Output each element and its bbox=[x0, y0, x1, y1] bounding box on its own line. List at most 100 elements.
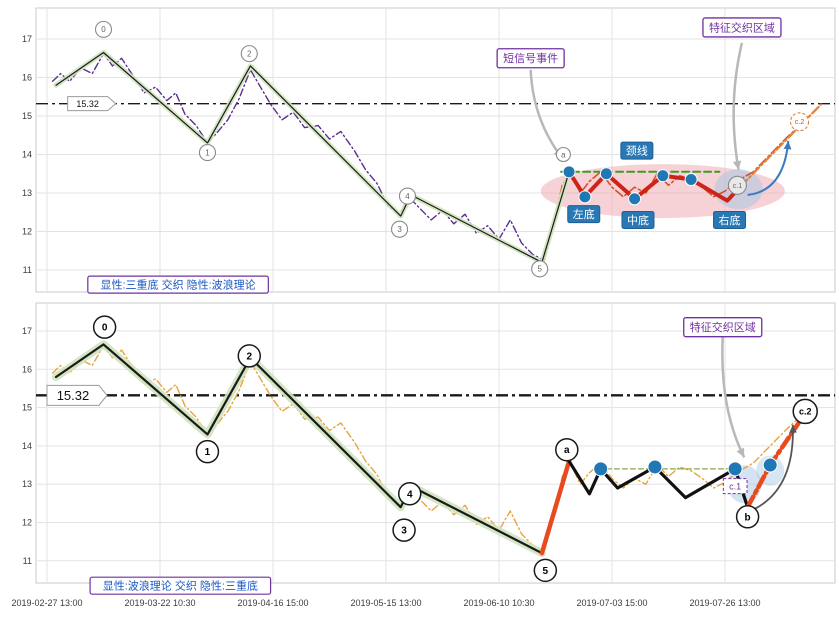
wave-label-circle bbox=[92, 315, 117, 339]
annotation-purple-box bbox=[683, 317, 763, 338]
pointer-arrow bbox=[721, 336, 746, 458]
pivot-marker bbox=[562, 165, 576, 179]
level-label-text: 15.32 bbox=[76, 99, 99, 109]
level-label-tag bbox=[46, 384, 108, 406]
wave-label-text: 4 bbox=[407, 489, 413, 500]
x-tick-label: 2019-05-15 13:00 bbox=[350, 598, 421, 608]
wave-label-circle bbox=[94, 20, 113, 38]
wave-label-text: b bbox=[745, 512, 751, 523]
annotation-blue-box bbox=[713, 210, 747, 229]
y-tick-label: 14 bbox=[22, 150, 32, 160]
pointer-arrow bbox=[529, 69, 564, 160]
pivot-marker bbox=[727, 461, 743, 477]
wave-label-circle bbox=[398, 187, 417, 205]
caption-box bbox=[89, 576, 272, 595]
annotation-blue-text: 左底 bbox=[573, 207, 595, 221]
wave-label-circle bbox=[237, 344, 262, 368]
x-tick-label: 2019-07-03 15:00 bbox=[576, 598, 647, 608]
caption-text: 显性:三重底 交织 隐性:波浪理论 bbox=[100, 277, 255, 291]
wave-label-text: a bbox=[564, 445, 570, 456]
x-tick-label: 2019-03-22 10:30 bbox=[124, 598, 195, 608]
wave-label-box bbox=[722, 478, 748, 495]
wave-label-circle bbox=[735, 505, 760, 529]
annotation-purple-box bbox=[496, 48, 565, 69]
plot-area bbox=[35, 7, 836, 293]
wave-label-circle bbox=[240, 45, 258, 63]
pointer-arrow-head bbox=[736, 447, 745, 458]
wave-label-circle bbox=[727, 175, 747, 195]
wave-label-circle bbox=[397, 482, 422, 506]
pivot-marker bbox=[628, 192, 642, 206]
wave-label-circle bbox=[790, 112, 810, 132]
wave-label-text: 1 bbox=[205, 148, 210, 157]
series-impulse-a bbox=[539, 458, 572, 556]
wave-label-circle bbox=[392, 518, 416, 542]
y-tick-label: 15 bbox=[22, 403, 32, 413]
annotation-purple-text: 特征交织区域 bbox=[690, 320, 756, 334]
annotation-blue-box bbox=[621, 210, 655, 229]
annotation-blue-text: 颈线 bbox=[626, 144, 648, 158]
wave-label-circle bbox=[531, 260, 549, 278]
wave-label-circle bbox=[555, 437, 579, 462]
pivot-marker bbox=[578, 190, 592, 204]
wave-label-text: c.2 bbox=[799, 407, 812, 417]
top-chart: 11121314151617012345ac.1c.2短信号事件特征交织区域颈线… bbox=[22, 7, 836, 294]
y-tick-label: 13 bbox=[22, 188, 32, 198]
annotation-blue-text: 右底 bbox=[719, 213, 741, 227]
pivot-marker bbox=[599, 167, 613, 181]
wave-label-text: 2 bbox=[246, 351, 252, 362]
y-tick-label: 17 bbox=[22, 34, 32, 44]
pivot-marker bbox=[593, 461, 609, 477]
wave-label-text: 1 bbox=[205, 447, 211, 458]
level-label-text: 15.32 bbox=[57, 388, 90, 403]
wave-label-text: 0 bbox=[101, 25, 106, 34]
wave-label-circle bbox=[195, 439, 220, 464]
pivot-marker bbox=[647, 459, 663, 475]
wave-label-text: 2 bbox=[247, 49, 252, 58]
wave-label-text: 0 bbox=[102, 323, 108, 334]
wave-label-text: c.2 bbox=[795, 119, 804, 126]
x-tick-label: 2019-06-10 10:30 bbox=[463, 598, 534, 608]
wave-label-text: a bbox=[561, 150, 566, 159]
y-tick-label: 17 bbox=[22, 326, 32, 336]
level-label-tag bbox=[67, 96, 117, 112]
wave-label-circle bbox=[391, 220, 409, 238]
annotation-purple-text: 短信号事件 bbox=[503, 51, 558, 65]
y-tick-label: 12 bbox=[22, 518, 32, 528]
wave-label-circle bbox=[533, 558, 558, 583]
series-wave-main bbox=[55, 51, 570, 263]
pointer-arrow bbox=[732, 42, 744, 171]
x-tick-label: 2019-02-27 13:00 bbox=[11, 598, 82, 608]
pivot-marker bbox=[656, 169, 670, 183]
wave-label-text: 5 bbox=[543, 566, 549, 577]
pivot-marker bbox=[762, 457, 778, 473]
wave-label-text: 3 bbox=[401, 526, 407, 537]
pointer-arrow bbox=[747, 140, 790, 196]
wave-label-text: 4 bbox=[405, 192, 410, 201]
y-tick-label: 16 bbox=[22, 73, 32, 83]
pivot-marker bbox=[684, 173, 698, 187]
pointer-arrow-head bbox=[789, 424, 797, 433]
pointer-arrow bbox=[753, 424, 794, 510]
pointer-arrow-head bbox=[783, 141, 792, 150]
y-tick-label: 11 bbox=[23, 556, 32, 566]
annotation-purple-text: 特征交织区域 bbox=[709, 20, 775, 34]
x-tick-label: 2019-07-26 13:00 bbox=[689, 598, 760, 608]
annotation-blue-box bbox=[567, 205, 601, 224]
plot-area bbox=[35, 302, 836, 584]
annotation-blue-box bbox=[620, 141, 654, 160]
wave-label-circle bbox=[198, 144, 217, 162]
wave-label-circle bbox=[555, 146, 571, 163]
x-tick-label: 2019-04-16 15:00 bbox=[237, 598, 308, 608]
pointer-arrow-head bbox=[732, 160, 742, 170]
y-tick-label: 14 bbox=[22, 441, 32, 451]
caption-text: 显性:波浪理论 交织 隐性:三重底 bbox=[103, 579, 258, 593]
y-tick-label: 15 bbox=[22, 111, 32, 121]
y-tick-label: 12 bbox=[22, 227, 32, 237]
caption-box bbox=[87, 275, 269, 294]
wave-label-text: c.1 bbox=[733, 183, 742, 190]
series-forecast bbox=[739, 103, 823, 188]
